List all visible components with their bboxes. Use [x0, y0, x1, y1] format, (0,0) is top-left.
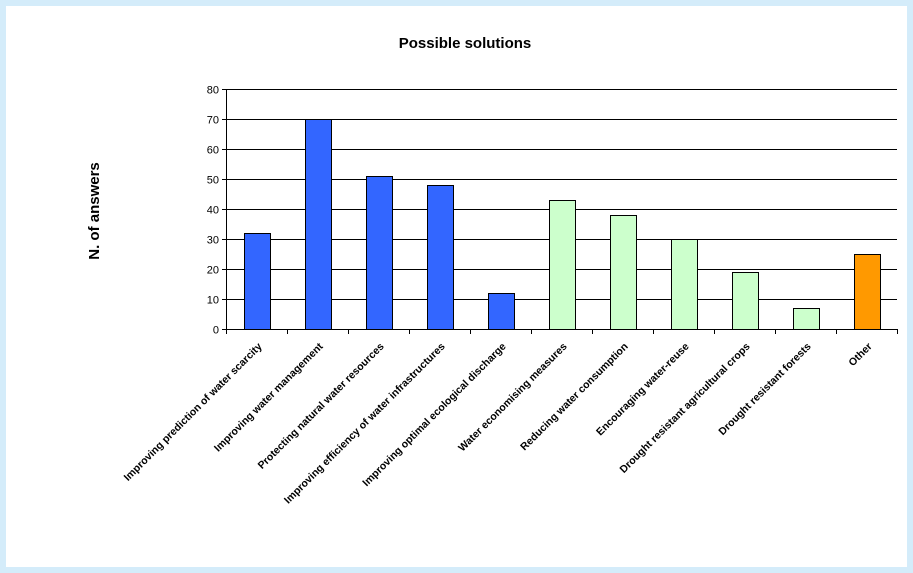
bar: [610, 215, 637, 330]
x-category-label: Reducing water consumption: [518, 341, 630, 453]
bars: [244, 119, 881, 330]
chart-title: Possible solutions: [399, 35, 532, 52]
x-category-label: Drought resistant agricultural crops: [617, 341, 752, 476]
y-tick-label: 70: [207, 115, 219, 127]
x-category-label: Other: [846, 341, 874, 369]
y-tick-label: 60: [207, 145, 219, 157]
y-tick-labels: 0 10 20 30 40 50 60 70 80: [207, 85, 219, 337]
x-category-labels: Improving prediction of water scarcityIm…: [122, 340, 875, 506]
bar: [488, 293, 515, 330]
y-tick-label: 80: [207, 85, 219, 97]
bar: [427, 185, 454, 330]
bar: [732, 272, 759, 330]
bar: [793, 308, 820, 330]
bar-chart: Possible solutions N. of answers 0 10 20 30…: [86, 35, 898, 506]
bar: [366, 176, 393, 330]
chart-frame: Possible solutions N. of answers 0 10 20 30…: [6, 6, 907, 567]
y-tick-label: 30: [207, 235, 219, 247]
x-category-label: Water economising measures: [456, 341, 570, 455]
y-tick-label: 40: [207, 205, 219, 217]
bar: [305, 119, 332, 330]
y-axis-label: N. of answers: [86, 162, 103, 260]
y-tick-label: 50: [207, 175, 219, 187]
x-category-label: Improving water management: [212, 340, 326, 454]
x-category-label: Protecting natural water resources: [256, 341, 387, 472]
axes: [226, 89, 898, 334]
y-tick-label: 20: [207, 265, 219, 277]
bar: [244, 233, 271, 330]
y-tick-label: 10: [207, 295, 219, 307]
bar: [671, 239, 698, 330]
bar: [854, 254, 881, 330]
bar: [549, 200, 576, 330]
x-category-label: Improving prediction of water scarcity: [122, 341, 265, 484]
y-tick-label: 0: [213, 325, 219, 337]
